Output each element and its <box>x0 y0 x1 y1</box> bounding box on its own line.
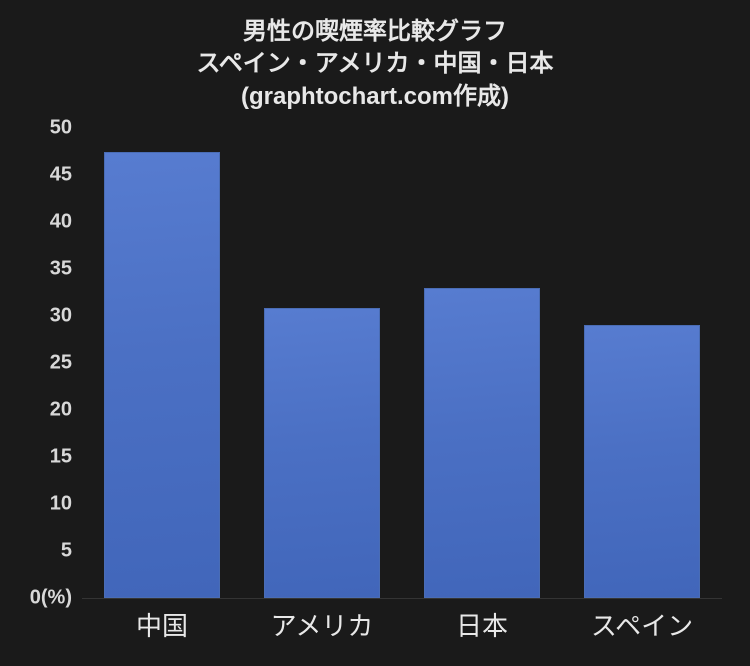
y-tick-label: 25 <box>50 352 72 375</box>
x-tick-label: 日本 <box>456 606 508 643</box>
x-tick-label: スペイン <box>591 606 693 643</box>
x-axis: 中国 アメリカ 日本 スペイン <box>82 600 722 650</box>
axis-baseline <box>82 598 722 599</box>
title-line-3: (graphtochart.com作成) <box>0 81 750 113</box>
y-tick-label: 30 <box>50 305 72 328</box>
y-tick-label: 45 <box>50 164 72 187</box>
y-axis: 50454035302520151050(%) <box>0 128 80 598</box>
chart-title: 男性の喫煙率比較グラフ スペイン・アメリカ・中国・日本 (graphtochar… <box>0 0 750 113</box>
y-tick-label: 40 <box>50 211 72 234</box>
chart-container: 男性の喫煙率比較グラフ スペイン・アメリカ・中国・日本 (graphtochar… <box>0 0 750 666</box>
y-tick-zero-label: 0(%) <box>30 587 72 610</box>
bar <box>264 308 379 598</box>
y-tick-label: 15 <box>50 446 72 469</box>
bar <box>104 152 219 599</box>
plot-area <box>82 128 722 598</box>
x-tick-label: 中国 <box>136 606 188 643</box>
y-tick-label: 50 <box>50 117 72 140</box>
y-tick-label: 10 <box>50 493 72 516</box>
y-tick-label: 35 <box>50 258 72 281</box>
y-tick-label: 20 <box>50 399 72 422</box>
bar <box>424 288 539 598</box>
bar <box>584 325 699 598</box>
title-line-1: 男性の喫煙率比較グラフ <box>0 16 750 48</box>
y-tick-label: 5 <box>61 540 72 563</box>
x-tick-label: アメリカ <box>271 606 374 643</box>
title-line-2: スペイン・アメリカ・中国・日本 <box>0 48 750 80</box>
